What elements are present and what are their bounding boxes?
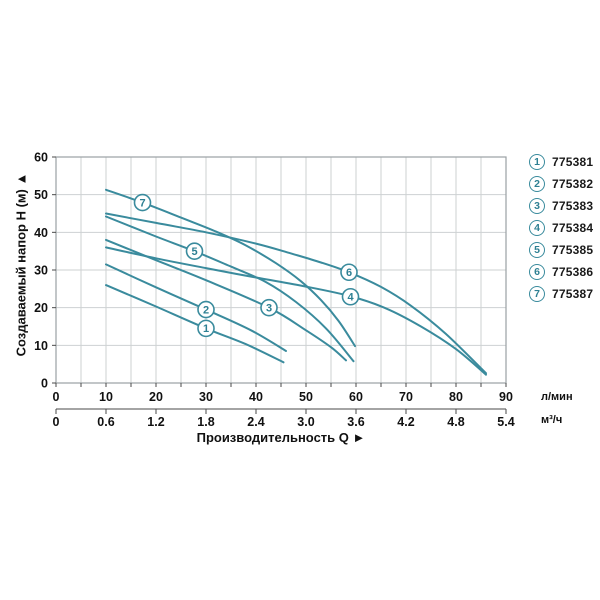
curve-marker-icon-3 [260,298,278,317]
unit-label-lmin: л/мин [541,391,573,403]
y-tick-label: 0 [41,377,48,391]
x-axis-title: Производительность Q ► [56,430,506,445]
curve-markers: 1 2 3 4 5 6 7 [133,193,360,338]
curve-4 [105,246,487,376]
x-tick-label-m3h: 1.8 [197,415,214,429]
legend-code: 775382 [552,177,594,191]
legend-marker-icon: 1 [529,154,545,170]
x-tick-label-lmin: 40 [249,390,263,404]
legend-item: 7 775387 [529,283,593,305]
secondary-x-axis: 0 0.6 1.2 1.8 2.4 3.0 3.6 4.2 4.8 5.4 [53,408,515,429]
legend-marker-icon: 7 [529,286,545,302]
legend-marker-icon: 4 [529,220,545,236]
x-tick-label-m3h: 3.0 [297,415,314,429]
x-tick-label-m3h: 2.4 [247,415,264,429]
legend-item: 1 775381 [529,151,593,173]
legend-item: 2 775382 [529,173,593,195]
legend-code: 775385 [552,243,594,257]
x-tick-label-lmin: 90 [499,390,513,404]
x-tick-label-m3h: 0 [53,415,60,429]
y-axis-title: Создаваемый напор Н (м) ▲ [14,145,29,385]
curve-marker-icon-7 [133,193,152,212]
x-tick-label-lmin: 0 [53,390,60,404]
legend: 1 775381 2 775382 3 775383 4 775384 5 77… [529,151,593,305]
curve-marker-icon-6 [340,263,358,282]
curve-marker-number: 4 [347,292,354,304]
legend-marker-icon: 3 [529,198,545,214]
axis-ticks [52,156,507,387]
x-tick-label-m3h: 5.4 [497,415,514,429]
curve-7 [105,188,356,348]
curve-1 [105,284,285,364]
curve-marker-number: 6 [346,267,352,279]
x-tick-label-lmin: 10 [99,390,113,404]
x-tick-label-lmin: 50 [299,390,313,404]
legend-item: 3 775383 [529,195,593,217]
curve-marker-number: 2 [203,304,209,316]
y-tick-label: 10 [34,339,48,353]
x-tick-label-m3h: 0.6 [97,415,114,429]
curves-layer [105,188,487,376]
x-tick-label-m3h: 3.6 [347,415,364,429]
curve-marker-number: 5 [191,246,197,258]
legend-item: 4 775384 [529,217,593,239]
legend-code: 775387 [552,287,594,301]
x-tick-label-lmin: 20 [149,390,163,404]
legend-code: 775386 [552,265,594,279]
legend-marker-icon: 6 [529,264,545,280]
y-tick-label: 40 [34,226,48,240]
x-tick-label-m3h: 1.2 [147,415,164,429]
x-tick-label-lmin: 70 [399,390,413,404]
y-tick-label: 60 [34,151,48,165]
x-axis-arrow-icon: ► [352,430,366,445]
legend-code: 775384 [552,221,594,235]
curve-6 [105,212,487,375]
y-tick-label: 30 [34,264,48,278]
x-axis-title-text: Производительность Q [196,430,349,445]
y-tick-label: 20 [34,301,48,315]
curve-marker-icon-5 [185,242,204,260]
x-tick-label-m3h: 4.8 [447,415,464,429]
curve-marker-number: 7 [139,197,145,209]
x-tick-label-lmin: 30 [199,390,213,404]
curve-marker-icon-4 [341,287,360,306]
x-tick-label-lmin: 60 [349,390,363,404]
curve-marker-number: 3 [266,302,272,314]
x-tick-label-lmin: 80 [449,390,463,404]
legend-code: 775383 [552,199,594,213]
curve-marker-number: 1 [203,323,209,335]
grid-layer [56,157,506,383]
legend-marker-icon: 2 [529,176,545,192]
legend-marker-icon: 5 [529,242,545,258]
y-axis-arrow-icon: ▲ [13,172,29,186]
curve-marker-icon-2 [197,300,215,319]
legend-item: 5 775385 [529,239,593,261]
legend-code: 775381 [552,155,594,169]
curve-5 [105,215,355,363]
curve-marker-icon-1 [197,319,215,338]
x-tick-label-m3h: 4.2 [397,415,414,429]
y-axis-title-text: Создаваемый напор Н (м) [13,189,29,357]
unit-label-m3h: м³/ч [541,414,563,426]
legend-item: 6 775386 [529,261,593,283]
y-tick-label: 50 [34,188,48,202]
